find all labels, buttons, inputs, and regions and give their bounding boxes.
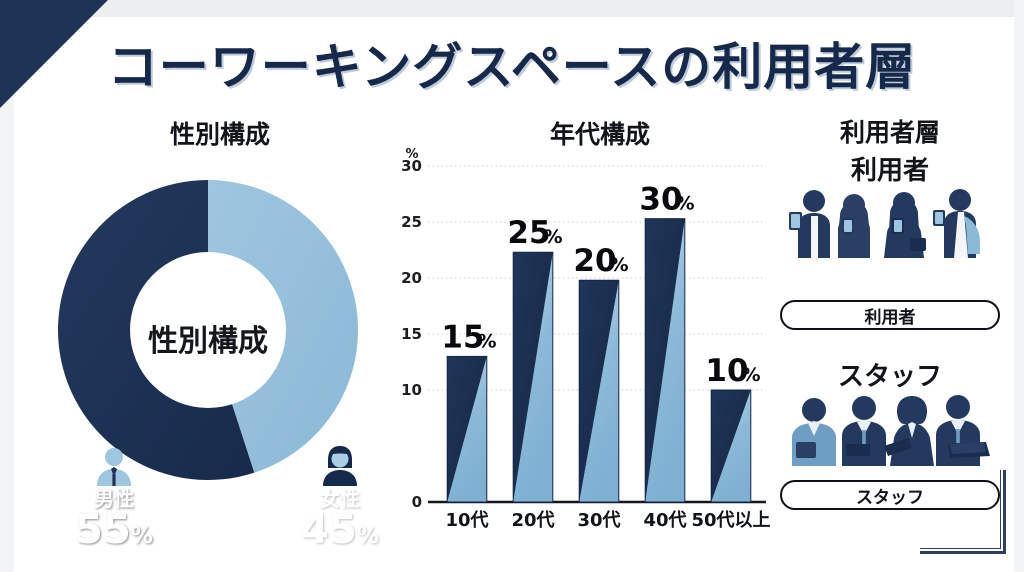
- age-bar-chart: 0 10 15 20 25 30 % 15% 25% 20% 30% 10% 10代 20代 30代 4…: [398, 142, 770, 542]
- bar-y-axis-ticks: 0 10 15 20 25 30: [401, 157, 422, 511]
- people-with-phones-icon: [778, 186, 1002, 258]
- x-tick-label: 10代: [445, 510, 488, 531]
- svg-text:25: 25: [507, 215, 550, 251]
- bar[interactable]: [446, 355, 488, 503]
- pill-label-staff[interactable]: スタッフ: [780, 480, 1000, 510]
- svg-text:15: 15: [441, 319, 484, 355]
- bar[interactable]: [644, 218, 686, 503]
- y-tick-label: 25: [401, 213, 422, 231]
- page-title: コーワーキングスペースの利用者層: [107, 38, 917, 96]
- y-tick-label: 10: [401, 381, 422, 399]
- right-panel-title: 利用者層: [839, 118, 940, 147]
- user-groups-panel: 利用者: [768, 150, 1012, 530]
- y-tick-label: 20: [401, 269, 422, 287]
- svg-text:%: %: [675, 193, 694, 215]
- pill-label-users[interactable]: 利用者: [780, 300, 1000, 330]
- business-staff-icon: [778, 394, 1002, 466]
- svg-text:%: %: [609, 254, 628, 276]
- x-tick-label: 40代: [643, 510, 686, 531]
- svg-text:10: 10: [705, 353, 748, 389]
- top-edge-band: [0, 0, 1024, 17]
- bar-data-labels: 15%25%20%30%10%: [441, 182, 760, 389]
- x-tick-label: 20代: [511, 510, 554, 531]
- y-tick-label: 30: [401, 157, 422, 175]
- x-tick-label: 50代以上: [691, 510, 770, 531]
- gender-donut-chart: 性別構成 男性 55% 女性 45%: [48, 170, 379, 550]
- bar[interactable]: [512, 251, 554, 503]
- donut-svg: [58, 180, 359, 481]
- donut-chart-title: 性別構成: [169, 120, 270, 149]
- bar[interactable]: [578, 279, 620, 503]
- corner-bracket-decoration: [920, 470, 1006, 554]
- svg-text:20: 20: [573, 243, 616, 279]
- bar-value-label: 10%: [705, 353, 760, 389]
- bar-unit-label: %: [405, 147, 418, 162]
- bar-value-label: 15%: [441, 319, 496, 355]
- bar[interactable]: [710, 389, 752, 503]
- svg-text:%: %: [741, 364, 760, 386]
- donut-hole: [130, 252, 286, 408]
- y-tick-label: 15: [401, 325, 422, 343]
- bar-series: [446, 218, 752, 503]
- y-tick-label: 0: [412, 493, 422, 511]
- donut-label-female-value: 45%: [301, 507, 379, 553]
- bar-value-label: 20%: [573, 243, 628, 279]
- group-heading-staff: スタッフ: [837, 362, 942, 392]
- right-edge-band: [1014, 0, 1024, 572]
- svg-text:%: %: [477, 330, 496, 352]
- bar-x-axis-labels: 10代 20代 30代 40代 50代以上: [445, 510, 770, 531]
- bar-value-label: 25%: [507, 215, 562, 251]
- donut-label-male-value: 55%: [75, 507, 153, 553]
- svg-text:30: 30: [639, 182, 682, 218]
- bar-value-label: 30%: [639, 182, 694, 218]
- x-tick-label: 30代: [577, 510, 620, 531]
- bar-chart-title: 年代構成: [549, 120, 650, 149]
- donut-label-female-name: 女性: [320, 487, 360, 511]
- svg-text:%: %: [543, 226, 562, 248]
- donut-label-male-name: 男性: [94, 487, 134, 511]
- group-heading-users: 利用者: [850, 156, 929, 186]
- left-edge-band: [0, 0, 14, 572]
